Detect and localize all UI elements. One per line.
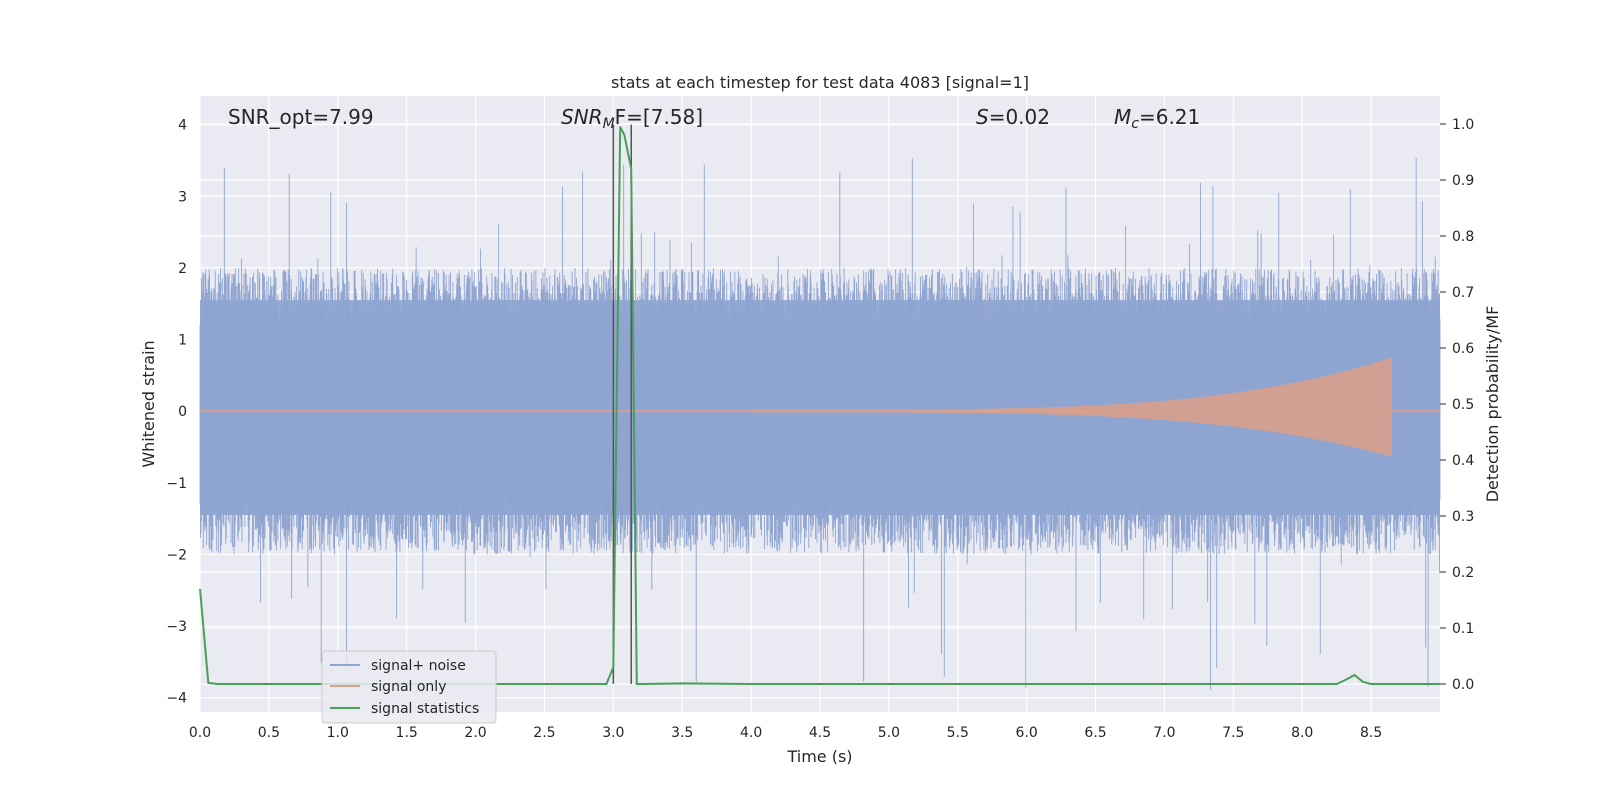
x-axis-label: Time (s) (786, 747, 852, 766)
snr-mf-rest: F=[7.58] (615, 105, 703, 129)
y-axis-label: Whitened strain (139, 340, 158, 467)
x-tick-label: 8.0 (1291, 725, 1313, 741)
y2-tick-label: 0.5 (1452, 397, 1474, 413)
x-tick-label: 5.0 (878, 725, 900, 741)
y-tick-label: −2 (166, 547, 187, 563)
x-tick-label: 1.0 (327, 725, 349, 741)
x-tick-label: 5.5 (947, 725, 969, 741)
annotation-s: S=0.02 (976, 105, 1050, 129)
y-tick-label: −1 (166, 476, 187, 492)
x-tick-label: 6.0 (1016, 725, 1038, 741)
legend-label-noise: signal+ noise (371, 658, 466, 674)
legend-label-stats: signal statistics (371, 701, 479, 717)
y2-tick-label: 1.0 (1452, 117, 1474, 133)
x-tick-label: 3.5 (671, 725, 693, 741)
annotation-snr-opt: SNR_opt=7.99 (228, 105, 374, 129)
y2-tick-label: 0.0 (1452, 677, 1474, 693)
y-tick-label: 0 (178, 404, 187, 420)
legend-label-signal: signal only (371, 679, 446, 695)
mc-sub: c (1131, 116, 1139, 132)
x-tick-label: 0.5 (258, 725, 280, 741)
y2-tick-label: 0.3 (1452, 509, 1474, 525)
y-tick-label: −4 (166, 691, 187, 707)
y2-tick-label: 0.2 (1452, 565, 1474, 581)
annotation-mc: Mc=6.21 (1114, 105, 1200, 132)
x-tick-label: 7.0 (1153, 725, 1175, 741)
y-tick-label: 4 (178, 118, 187, 134)
y-tick-label: 2 (178, 261, 187, 277)
y-ticks: −4 −3 −2 −1 0 1 2 3 4 (166, 118, 187, 707)
snr-mf-sub: M (603, 116, 615, 132)
x-tick-label: 4.5 (809, 725, 831, 741)
x-tick-label: 2.0 (464, 725, 486, 741)
x-tick-label: 7.5 (1222, 725, 1244, 741)
x-tick-label: 2.5 (533, 725, 555, 741)
chart-title: stats at each timestep for test data 408… (611, 73, 1029, 92)
y-tick-label: 1 (178, 333, 187, 349)
x-ticks: 0.0 0.5 1.0 1.5 2.0 2.5 3.0 3.5 4.0 4.5 5.0 5.5 6.0 6… (189, 725, 1382, 741)
y2-tick-label: 0.8 (1452, 229, 1474, 245)
y2-tick-label: 0.6 (1452, 341, 1474, 357)
x-tick-label: 1.5 (396, 725, 418, 741)
y-tick-label: 3 (178, 189, 187, 205)
y2-tick-label: 0.7 (1452, 285, 1474, 301)
snr-mf-main: SNR (561, 105, 603, 129)
s-symbol: S (976, 105, 989, 129)
x-tick-label: 6.5 (1084, 725, 1106, 741)
signal-series (200, 357, 1440, 457)
y2-tick-label: 0.1 (1452, 621, 1474, 637)
y2-tick-label: 0.4 (1452, 453, 1474, 469)
y2-tick-label: 0.9 (1452, 173, 1474, 189)
legend: signal+ noise signal only signal statist… (321, 650, 497, 724)
y-tick-label: −3 (166, 619, 187, 635)
x-tick-label: 4.0 (740, 725, 762, 741)
mc-symbol: M (1114, 105, 1131, 129)
x-tick-label: 0.0 (189, 725, 211, 741)
mc-value: =6.21 (1139, 105, 1200, 129)
annotation-snr-mf: SNRMF=[7.58] (561, 105, 703, 132)
x-tick-label: 8.5 (1360, 725, 1382, 741)
signal-chirp (751, 357, 1392, 457)
y2-ticks: 0.0 0.1 0.2 0.3 0.4 0.5 0.6 0.7 0.8 0.9 1.0 (1440, 117, 1474, 693)
legend-box (321, 650, 497, 724)
s-value: =0.02 (989, 105, 1050, 129)
y2-axis-label: Detection probability/MF (1483, 306, 1502, 503)
x-tick-label: 3.0 (602, 725, 624, 741)
